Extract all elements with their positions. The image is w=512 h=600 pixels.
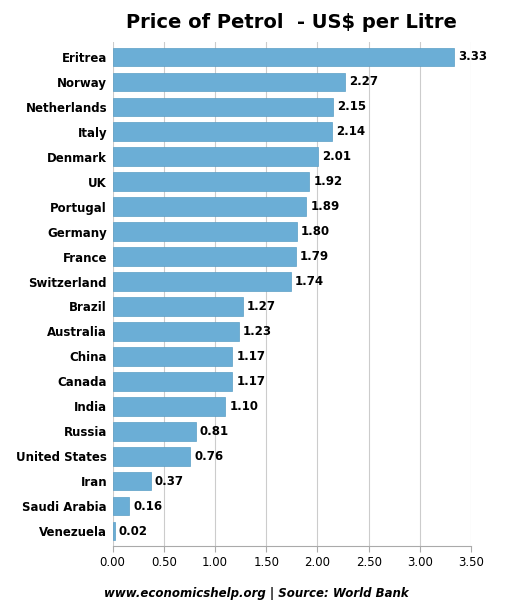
Bar	[113, 222, 297, 241]
Text: 2.15: 2.15	[337, 100, 366, 113]
Bar	[113, 347, 232, 366]
Text: 0.37: 0.37	[155, 475, 184, 488]
Text: 2.14: 2.14	[336, 125, 365, 139]
Bar	[113, 297, 243, 316]
Bar	[113, 497, 129, 515]
Text: 1.92: 1.92	[313, 175, 343, 188]
Bar	[113, 397, 225, 416]
Text: 0.76: 0.76	[195, 449, 224, 463]
Bar	[113, 247, 296, 266]
Bar	[113, 372, 232, 391]
Text: 1.10: 1.10	[229, 400, 259, 413]
Text: 2.27: 2.27	[349, 76, 378, 88]
Text: 2.01: 2.01	[323, 150, 352, 163]
Bar	[113, 472, 151, 490]
Bar	[113, 322, 239, 341]
Text: 1.79: 1.79	[300, 250, 329, 263]
Text: 1.23: 1.23	[243, 325, 272, 338]
Text: 1.80: 1.80	[301, 225, 330, 238]
Text: 1.74: 1.74	[295, 275, 324, 288]
Text: 1.27: 1.27	[247, 300, 276, 313]
Bar	[113, 272, 291, 291]
Bar	[113, 98, 333, 116]
Bar	[113, 197, 306, 216]
Text: 3.33: 3.33	[458, 50, 487, 64]
Text: 0.16: 0.16	[133, 500, 162, 512]
Text: 0.02: 0.02	[119, 524, 148, 538]
Bar	[113, 73, 345, 91]
Bar	[113, 47, 454, 67]
Text: www.economicshelp.org | Source: World Bank: www.economicshelp.org | Source: World Ba…	[103, 587, 409, 600]
Bar	[113, 447, 190, 466]
Bar	[113, 172, 309, 191]
Title: Price of Petrol  - US$ per Litre: Price of Petrol - US$ per Litre	[126, 13, 457, 32]
Text: 1.89: 1.89	[310, 200, 339, 213]
Bar	[113, 122, 332, 141]
Bar	[113, 422, 196, 440]
Bar	[113, 521, 115, 541]
Text: 1.17: 1.17	[237, 375, 266, 388]
Text: 0.81: 0.81	[200, 425, 229, 438]
Bar	[113, 148, 318, 166]
Text: 1.17: 1.17	[237, 350, 266, 363]
